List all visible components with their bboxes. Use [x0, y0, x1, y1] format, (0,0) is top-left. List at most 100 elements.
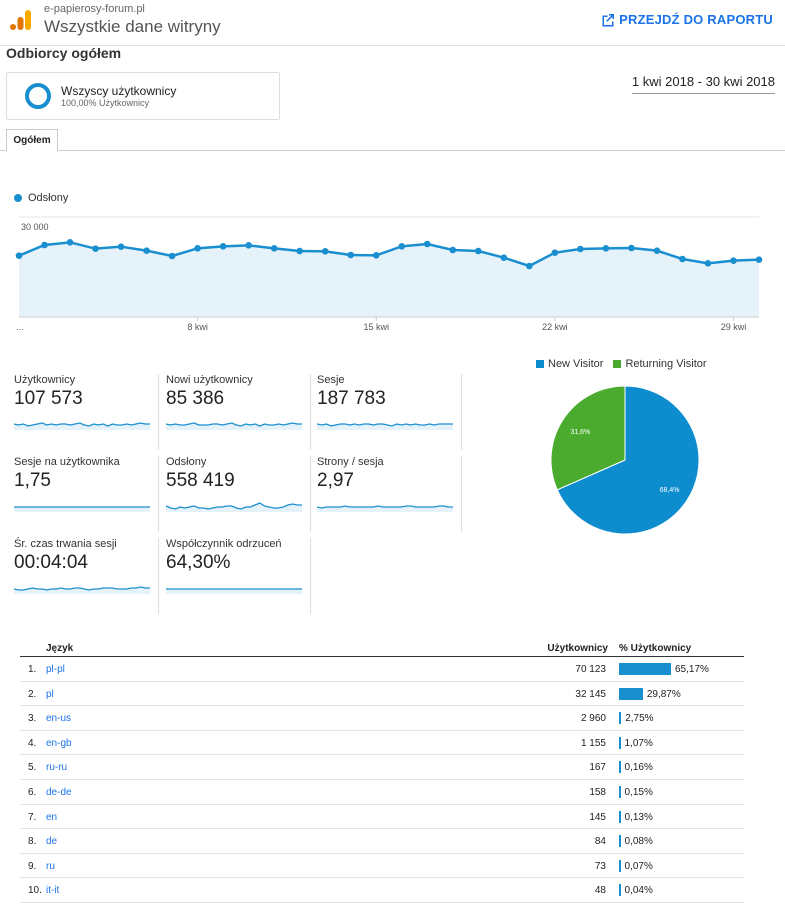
- metric-label: Sesje: [317, 374, 345, 386]
- metric-sparkline: [166, 422, 302, 430]
- go-to-report-label: PRZEJDŹ DO RAPORTU: [619, 12, 773, 27]
- data-point[interactable]: [755, 256, 763, 263]
- row-share-pct: 65,17%: [675, 664, 709, 675]
- row-share-bar: [619, 712, 622, 725]
- pie-slice[interactable]: [550, 385, 626, 491]
- data-point[interactable]: [347, 251, 355, 259]
- metric-tile[interactable]: Strony / sesja 2,97: [317, 456, 462, 532]
- tab-overview[interactable]: Ogółem: [6, 129, 58, 152]
- row-language-link[interactable]: pl: [46, 688, 54, 700]
- segment-selector[interactable]: Wszyscy użytkownicy 100,00% Użytkownicy: [6, 72, 280, 120]
- data-point[interactable]: [66, 239, 74, 246]
- data-point[interactable]: [602, 245, 610, 252]
- metric-sparkline: [166, 502, 302, 512]
- go-to-report-link[interactable]: PRZEJDŹ DO RAPORTU: [601, 12, 773, 27]
- data-point[interactable]: [270, 245, 278, 252]
- data-point[interactable]: [168, 252, 176, 260]
- row-language-link[interactable]: de-de: [46, 786, 72, 798]
- sparkline-line: [14, 586, 150, 591]
- data-point[interactable]: [117, 243, 125, 250]
- row-language-link[interactable]: it-it: [46, 885, 60, 897]
- metric-tile[interactable]: Sesje na użytkownika 1,75: [14, 456, 159, 532]
- chart-legend: Odsłony: [14, 192, 68, 204]
- row-share-pct: 1,07%: [624, 737, 653, 749]
- data-point[interactable]: [219, 243, 227, 250]
- data-point[interactable]: [577, 245, 584, 253]
- sparkline-line: [317, 423, 453, 427]
- language-table: Język Użytkownicy % Użytkownicy 1. pl-pl 7…: [20, 640, 744, 903]
- pie-slice-label: 31,6%: [570, 429, 590, 436]
- row-share-pct: 2,75%: [625, 713, 654, 725]
- sparkline-line: [166, 502, 302, 510]
- row-share-bar: [619, 687, 643, 700]
- metric-tile[interactable]: Odsłony 558 419: [166, 456, 311, 532]
- data-point[interactable]: [143, 247, 150, 254]
- metric-sparkline: [14, 422, 150, 430]
- row-language-link[interactable]: en: [46, 811, 58, 823]
- tab-row-divider: [0, 150, 785, 151]
- data-point[interactable]: [321, 248, 329, 255]
- metric-tile[interactable]: Śr. czas trwania sesji 00:04:04: [14, 538, 159, 614]
- data-point[interactable]: [296, 247, 303, 255]
- data-point[interactable]: [704, 260, 712, 267]
- pie-slice[interactable]: [556, 385, 700, 535]
- row-share-bar: [619, 884, 621, 897]
- row-users: 32 145: [575, 688, 606, 700]
- data-point[interactable]: [500, 254, 508, 261]
- data-point[interactable]: [551, 249, 559, 256]
- data-point[interactable]: [92, 245, 99, 252]
- metric-value: 107 573: [14, 388, 83, 409]
- row-language-link[interactable]: en-us: [46, 713, 72, 725]
- table-row: 1. pl-pl 70 123 65,17%: [20, 657, 744, 682]
- data-point[interactable]: [730, 257, 737, 264]
- pie-legend-returning: Returning Visitor: [613, 358, 707, 370]
- site-name: e-papierosy-forum.pl: [44, 3, 145, 15]
- row-users: 1 155: [580, 737, 606, 749]
- sparkline-line: [14, 422, 150, 427]
- row-users: 73: [594, 860, 606, 872]
- date-range-picker[interactable]: 1 kwi 2018 - 30 kwi 2018: [631, 74, 775, 94]
- data-point[interactable]: [449, 246, 457, 254]
- data-point[interactable]: [628, 244, 635, 252]
- metric-value: 00:04:04: [14, 552, 88, 573]
- legend-label: Odsłony: [28, 192, 69, 204]
- data-point[interactable]: [398, 243, 406, 250]
- metric-value: 558 419: [166, 470, 235, 491]
- row-users: 167: [589, 762, 606, 774]
- row-language-link[interactable]: de: [46, 836, 58, 848]
- row-users: 145: [589, 811, 606, 823]
- data-point[interactable]: [194, 245, 201, 252]
- data-point[interactable]: [653, 247, 661, 254]
- row-language-link[interactable]: ru: [46, 860, 55, 872]
- data-point[interactable]: [526, 262, 533, 270]
- returning-visitor-swatch-icon: [613, 360, 622, 369]
- row-language-link[interactable]: pl-pl: [46, 664, 65, 675]
- row-share-pct: 29,87%: [646, 688, 681, 700]
- data-point[interactable]: [245, 242, 252, 249]
- metric-value: 85 386: [166, 388, 225, 409]
- sparkline-line: [166, 422, 302, 427]
- metric-label: Sesje na użytkownika: [14, 456, 120, 468]
- row-language-link[interactable]: ru-ru: [46, 762, 68, 774]
- area-fill: [19, 242, 759, 317]
- row-share-bar: [619, 736, 621, 749]
- data-point[interactable]: [15, 252, 23, 259]
- data-point[interactable]: [423, 240, 431, 248]
- data-point[interactable]: [475, 247, 482, 255]
- row-users: 2 960: [580, 713, 606, 725]
- metric-tile[interactable]: Nowi użytkownicy 85 386: [166, 374, 311, 450]
- metric-sparkline: [14, 586, 150, 594]
- sparkline-area: [317, 424, 453, 430]
- row-language-link[interactable]: en-gb: [46, 737, 72, 749]
- row-index: 5.: [28, 762, 37, 774]
- row-index: 3.: [28, 713, 37, 725]
- visitor-type-pie-chart[interactable]: 68,4% 31,6%: [545, 380, 705, 540]
- metric-label: Śr. czas trwania sesji: [14, 538, 117, 550]
- data-point[interactable]: [372, 252, 380, 259]
- data-point[interactable]: [679, 255, 686, 263]
- metric-tile[interactable]: Współczynnik odrzuceń 64,30%: [166, 538, 311, 614]
- metric-tile[interactable]: Użytkownicy 107 573: [14, 374, 159, 450]
- metric-tile[interactable]: Sesje 187 783: [317, 374, 462, 450]
- data-point[interactable]: [41, 241, 48, 249]
